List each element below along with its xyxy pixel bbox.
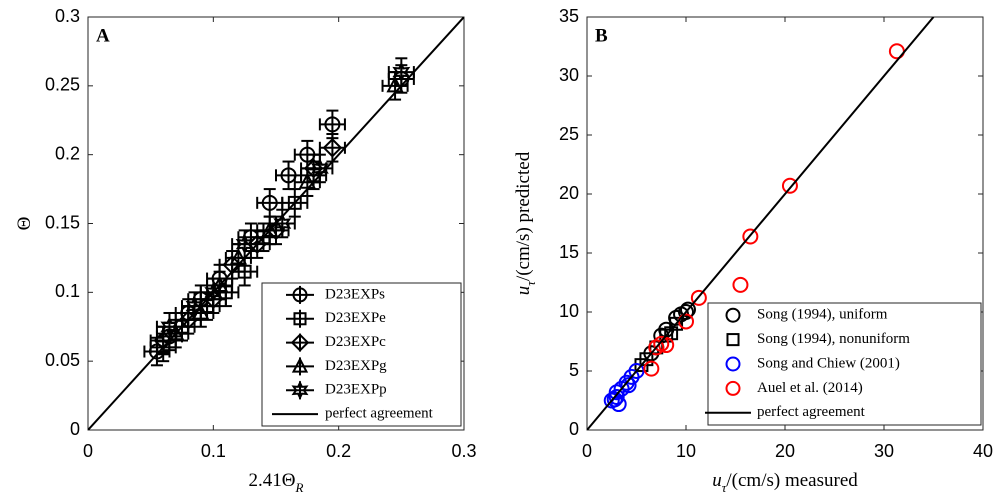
line bbox=[88, 17, 464, 430]
y-tick-label: 35 bbox=[559, 6, 579, 26]
legend-box bbox=[707, 302, 982, 426]
marker bbox=[732, 276, 749, 293]
panel: 0 0.1 0.2 0.3 0 0.05 0.1 0.15 0.2 0.25 0.3 2.41ΘR Θ A… bbox=[14, 6, 476, 496]
x-axis-label-part: u bbox=[712, 470, 722, 491]
y-axis-label-part: /(cm/s) predicted bbox=[513, 151, 534, 281]
x-axis-label-part: /(cm/s) measured bbox=[726, 470, 858, 491]
y-tick-label: 0.25 bbox=[45, 75, 80, 95]
legend: D23EXPs D23EXPe D23EXPc D23EXPg D23EXPp perfe… bbox=[261, 282, 462, 427]
marker bbox=[261, 194, 278, 211]
marker bbox=[725, 380, 741, 396]
y-tick-label: 20 bbox=[559, 183, 579, 203]
x-axis-label: 2.41ΘR bbox=[249, 470, 304, 495]
marker bbox=[781, 177, 798, 194]
legend-label: D23EXPs bbox=[325, 286, 385, 302]
x-tick-label: 10 bbox=[676, 441, 696, 461]
marker bbox=[742, 228, 759, 245]
marker bbox=[290, 333, 310, 352]
y-tick-label: 0 bbox=[70, 419, 80, 439]
x-axis-label-part: 2.41Θ bbox=[249, 470, 296, 491]
y-tick-label: 0.3 bbox=[55, 6, 80, 26]
x-tick-label: 0.1 bbox=[201, 441, 226, 461]
marker bbox=[280, 167, 297, 184]
marker bbox=[690, 289, 707, 306]
marker bbox=[669, 316, 684, 331]
legend: Song (1994), uniform Song (1994), nonunif… bbox=[705, 302, 982, 426]
marker bbox=[725, 356, 741, 372]
panel-label: B bbox=[595, 25, 608, 46]
y-tick-label: 0.2 bbox=[55, 143, 80, 163]
y-axis-label: uτ/(cm/s) predicted bbox=[513, 151, 538, 295]
legend-label: D23EXPc bbox=[325, 334, 386, 350]
marker bbox=[192, 303, 210, 320]
marker bbox=[322, 137, 343, 158]
y-tick-label: 0.15 bbox=[45, 212, 80, 232]
data-layer bbox=[88, 17, 464, 430]
marker bbox=[678, 304, 694, 320]
marker bbox=[610, 396, 627, 413]
y-axis-label-sub: τ bbox=[523, 280, 538, 286]
legend-label: Song and Chiew (2001) bbox=[757, 355, 900, 371]
marker bbox=[167, 323, 185, 341]
marker bbox=[291, 380, 309, 401]
y-tick-label: 0 bbox=[569, 419, 579, 439]
legend-label: D23EXPp bbox=[325, 382, 387, 398]
x-tick-label: 20 bbox=[775, 441, 795, 461]
y-axis-label: Θ bbox=[14, 217, 35, 231]
y-tick-label: 30 bbox=[559, 65, 579, 85]
data-layer bbox=[587, 17, 935, 430]
y-tick-label: 10 bbox=[559, 301, 579, 321]
y-axis-label-part: u bbox=[513, 286, 534, 296]
marker bbox=[293, 312, 307, 326]
marker bbox=[620, 377, 637, 394]
y-tick-label: 5 bbox=[569, 360, 579, 380]
y-tick-label: 0.1 bbox=[55, 281, 80, 301]
marker bbox=[628, 363, 645, 379]
marker bbox=[291, 357, 309, 373]
y-tick-label: 25 bbox=[559, 124, 579, 144]
marker bbox=[649, 340, 664, 355]
marker bbox=[261, 220, 279, 237]
x-tick-label: 40 bbox=[973, 441, 993, 461]
y-tick-label: 0.05 bbox=[45, 350, 80, 370]
legend-box bbox=[261, 282, 462, 427]
panel-label: A bbox=[96, 25, 110, 46]
x-axis-label-sub: R bbox=[295, 480, 304, 495]
x-tick-label: 0 bbox=[582, 441, 592, 461]
legend-label: perfect agreement bbox=[757, 404, 866, 420]
x-axis-label-sub: τ bbox=[722, 480, 728, 495]
marker bbox=[292, 287, 308, 303]
legend-label: D23EXPg bbox=[325, 358, 387, 374]
marker bbox=[324, 116, 341, 133]
y-axis-label-part: Θ bbox=[14, 217, 35, 231]
marker bbox=[725, 307, 741, 323]
line bbox=[587, 17, 935, 430]
legend-label: Song (1994), nonuniform bbox=[757, 331, 910, 347]
x-tick-label: 0 bbox=[83, 441, 93, 461]
legend-label: perfect agreement bbox=[325, 406, 434, 422]
marker bbox=[235, 233, 254, 255]
marker bbox=[287, 195, 302, 210]
legend-label: Song (1994), uniform bbox=[757, 307, 888, 323]
marker bbox=[726, 333, 740, 347]
x-tick-label: 30 bbox=[874, 441, 894, 461]
x-tick-label: 0.2 bbox=[326, 441, 351, 461]
marker bbox=[392, 61, 411, 83]
x-axis-label: uτ/(cm/s) measured bbox=[712, 470, 858, 495]
x-tick-label: 0.3 bbox=[451, 441, 476, 461]
legend-label: Auel et al. (2014) bbox=[757, 380, 863, 396]
marker bbox=[679, 301, 696, 318]
marker bbox=[204, 281, 223, 303]
marker bbox=[273, 213, 292, 234]
y-tick-label: 15 bbox=[559, 242, 579, 262]
marker bbox=[608, 388, 625, 405]
marker bbox=[643, 360, 660, 377]
marker bbox=[160, 316, 179, 338]
legend-label: D23EXPe bbox=[325, 310, 386, 326]
